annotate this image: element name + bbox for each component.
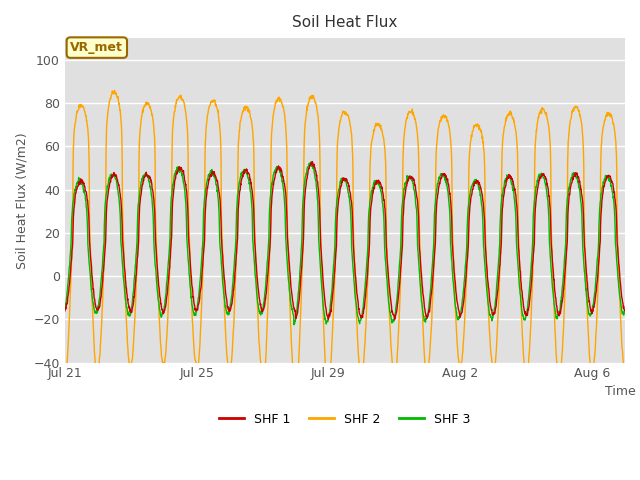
Title: Soil Heat Flux: Soil Heat Flux — [292, 15, 397, 30]
SHF 2 — [621, 367, 629, 373]
SHF 2 — [378, 129, 386, 135]
SHF 3 — [323, 320, 330, 325]
SHF 2 — [111, 87, 118, 93]
Y-axis label: Soil Heat Flux (W/m2): Soil Heat Flux (W/m2) — [15, 132, 28, 269]
Legend: SHF 1, SHF 2, SHF 3: SHF 1, SHF 2, SHF 3 — [214, 408, 476, 431]
SHF 3 — [154, 296, 162, 302]
Line: SHF 1: SHF 1 — [65, 162, 625, 319]
SHF 1 — [308, 159, 316, 165]
SHF 3 — [307, 159, 315, 165]
SHF 3 — [61, 306, 68, 312]
Line: SHF 2: SHF 2 — [65, 90, 625, 393]
Line: SHF 3: SHF 3 — [65, 162, 625, 325]
SHF 1 — [164, 282, 172, 288]
SHF 2 — [509, 115, 517, 121]
Text: VR_met: VR_met — [70, 41, 124, 54]
SHF 1 — [509, 181, 517, 187]
SHF 1 — [154, 275, 162, 281]
SHF 2 — [323, 381, 330, 386]
SHF 3 — [378, 199, 386, 205]
SHF 1 — [378, 187, 386, 193]
SHF 1 — [61, 308, 68, 314]
SHF 1 — [354, 296, 362, 302]
SHF 3 — [621, 308, 629, 313]
SHF 2 — [354, 336, 362, 342]
SHF 2 — [164, 302, 172, 308]
SHF 3 — [354, 313, 362, 319]
SHF 2 — [292, 390, 300, 396]
SHF 1 — [324, 316, 332, 322]
X-axis label: Time: Time — [605, 385, 636, 398]
SHF 3 — [290, 322, 298, 328]
SHF 3 — [164, 264, 172, 270]
SHF 3 — [509, 188, 517, 194]
SHF 1 — [621, 307, 629, 312]
SHF 2 — [155, 296, 163, 302]
SHF 1 — [323, 308, 330, 313]
SHF 2 — [61, 373, 68, 379]
